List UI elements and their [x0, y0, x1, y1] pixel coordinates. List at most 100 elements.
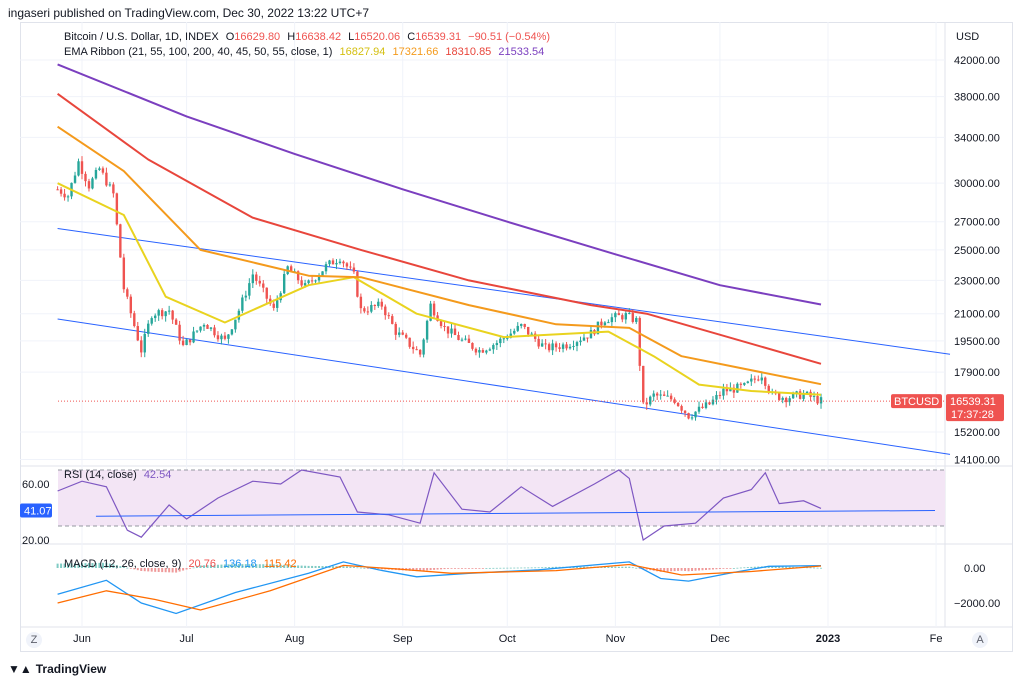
high-value: 16638.42 [295, 31, 342, 43]
macd-histogram-bar [739, 567, 742, 569]
candle-body [244, 295, 248, 298]
candle-body [310, 280, 314, 282]
candle-body [324, 264, 328, 272]
candle-body [328, 260, 331, 265]
macd-histogram-bar [677, 568, 680, 571]
macd-histogram-bar [269, 564, 272, 568]
candle-body [607, 322, 610, 324]
candle-body [87, 181, 91, 189]
macd-histogram-bar [63, 563, 66, 568]
macd-histogram-bar [781, 566, 784, 568]
price-badge-countdown: 17:37:28 [951, 409, 994, 421]
candle-body [178, 324, 181, 341]
macd-histogram-bar [94, 562, 97, 568]
candle-body [195, 330, 199, 332]
macd-histogram-bar [206, 565, 209, 568]
macd-histogram-bar [359, 567, 362, 569]
macd-histogram-bar [447, 568, 450, 569]
macd-histogram-bar [621, 566, 624, 568]
macd-histogram-bar [67, 563, 70, 568]
macd-histogram-bar [213, 564, 216, 568]
macd-histogram-bar [725, 568, 728, 569]
candle-body [126, 289, 129, 297]
macd-histogram-bar [279, 564, 282, 568]
candle-body [391, 316, 394, 324]
candle-body [140, 340, 143, 353]
macd-histogram-bar [311, 565, 314, 568]
candle-body [464, 338, 467, 340]
macd-histogram-bar [203, 565, 206, 568]
macd-histogram-bar [440, 568, 443, 570]
candle-body [227, 334, 230, 339]
candle-body [523, 324, 526, 327]
macd-histogram-bar [722, 568, 725, 569]
open-label: O [225, 31, 235, 43]
macd-histogram-bar [774, 566, 777, 568]
macd-histogram-bar [220, 564, 223, 568]
macd-histogram-bar [718, 568, 721, 569]
rsi-band-fill [58, 470, 945, 526]
macd-histogram-bar [708, 568, 711, 570]
macd-histogram-bar [450, 568, 453, 569]
macd-histogram-bar [216, 564, 219, 568]
candle-body [781, 397, 784, 400]
candle-body [206, 324, 209, 329]
zoom-button[interactable]: Z [26, 632, 42, 648]
candle-body [331, 260, 335, 265]
candle-body [147, 323, 150, 334]
candle-body [812, 395, 816, 397]
macd-legend: MACD (12, 26, close, 9) 20.76 136.18 115… [64, 558, 301, 570]
macd-histogram-bar [74, 563, 77, 568]
candle-body [436, 315, 439, 322]
macd-histogram-bar [70, 563, 73, 568]
macd-histogram-bar [788, 566, 791, 568]
candle-body [129, 296, 133, 314]
macd-histogram-bar [687, 568, 690, 572]
macd-histogram-bar [792, 566, 795, 568]
low-label: L [348, 31, 355, 43]
macd-histogram-bar [140, 568, 143, 571]
candle-body [732, 387, 736, 393]
price-tick-label: 42000.00 [954, 55, 1000, 67]
candle-body [729, 387, 732, 392]
macd-histogram-bar [237, 564, 240, 568]
candle-body [474, 348, 478, 353]
candle-body [722, 388, 725, 396]
candle-body [450, 328, 453, 334]
candle-body [429, 303, 432, 321]
macd-histogram-bar [331, 566, 334, 568]
candle-body [317, 275, 321, 281]
price-tick-label: 15200.00 [954, 427, 1000, 439]
candle-body [582, 337, 586, 341]
auto-scale-button[interactable]: A [972, 632, 988, 648]
macd-histogram-bar [474, 568, 477, 569]
macd-histogram-bar [544, 567, 547, 568]
candle-body [209, 327, 213, 329]
macd-histogram-bar [419, 568, 422, 571]
macd-tick-label: −2000.00 [954, 598, 1000, 610]
candle-body [59, 189, 63, 194]
macd-histogram-bar [603, 566, 606, 568]
macd-histogram-bar [610, 566, 613, 568]
macd-histogram-bar [84, 563, 87, 568]
candle-body [262, 283, 265, 288]
ema-line-ema-200 [57, 63, 822, 306]
macd-histogram-bar [60, 563, 63, 568]
candle-body [628, 312, 631, 314]
candle-body [91, 178, 94, 189]
candle-body [213, 327, 216, 336]
candle-body [662, 394, 666, 396]
candle-body [342, 261, 345, 264]
time-tick-label: 2023 [816, 633, 840, 645]
candle-body [488, 349, 492, 351]
time-tick-label: Jun [73, 633, 91, 645]
candle-body [764, 377, 767, 386]
macd-histogram-bar [349, 566, 352, 568]
macd-histogram-bar [300, 565, 303, 568]
candle-body [255, 274, 258, 281]
macd-histogram-bar [523, 567, 526, 569]
macd-histogram-bar [366, 568, 369, 569]
candle-body [56, 189, 59, 191]
candle-body [185, 339, 188, 346]
